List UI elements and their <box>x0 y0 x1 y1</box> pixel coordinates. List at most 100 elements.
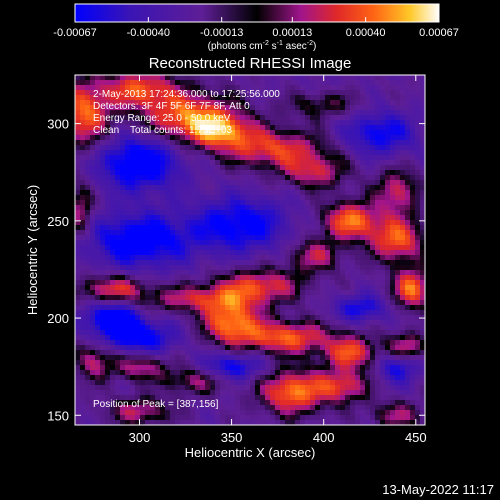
heatmap-cell <box>85 210 91 216</box>
heatmap-cell <box>95 390 101 396</box>
heatmap-cell <box>415 90 421 96</box>
heatmap-cell <box>380 150 386 156</box>
heatmap-cell <box>150 130 156 136</box>
heatmap-cell <box>125 100 131 106</box>
heatmap-cell <box>370 245 376 251</box>
heatmap-cell <box>265 85 271 91</box>
heatmap-cell <box>310 250 316 256</box>
heatmap-cell <box>355 115 361 121</box>
heatmap-cell <box>345 350 351 356</box>
heatmap-cell <box>290 310 296 316</box>
heatmap-cell <box>190 85 196 91</box>
heatmap-cell <box>75 90 81 96</box>
heatmap-cell <box>145 405 151 411</box>
heatmap-cell <box>385 360 391 366</box>
heatmap-cell <box>255 280 261 286</box>
heatmap-cell <box>380 175 386 181</box>
heatmap-cell <box>420 190 425 196</box>
heatmap-cell <box>215 100 221 106</box>
heatmap-cell <box>230 400 236 406</box>
heatmap-cell <box>140 90 146 96</box>
heatmap-cell <box>85 415 91 421</box>
heatmap-cell <box>170 135 176 141</box>
heatmap-cell <box>165 125 171 131</box>
heatmap-cell <box>325 145 331 151</box>
heatmap-cell <box>125 280 131 286</box>
heatmap-cell <box>305 230 311 236</box>
heatmap-cell <box>165 395 171 401</box>
heatmap-cell <box>95 325 101 331</box>
heatmap-cell <box>260 400 266 406</box>
heatmap-cell <box>340 340 346 346</box>
heatmap-cell <box>345 230 351 236</box>
heatmap-cell <box>150 250 156 256</box>
heatmap-cell <box>405 95 411 101</box>
heatmap-cell <box>400 150 406 156</box>
heatmap-cell <box>85 170 91 176</box>
heatmap-cell <box>125 220 131 226</box>
heatmap-cell <box>415 270 421 276</box>
heatmap-cell <box>385 225 391 231</box>
heatmap-cell <box>290 400 296 406</box>
heatmap-cell <box>285 420 291 425</box>
heatmap-cell <box>105 370 111 376</box>
heatmap-cell <box>125 370 131 376</box>
heatmap-cell <box>150 125 156 131</box>
heatmap-cell <box>420 155 425 161</box>
heatmap-cell <box>380 125 386 131</box>
heatmap-cell <box>400 90 406 96</box>
heatmap-cell <box>165 75 171 81</box>
heatmap-cell <box>120 225 126 231</box>
heatmap-cell <box>260 195 266 201</box>
heatmap-cell <box>80 175 86 181</box>
heatmap-cell <box>115 350 121 356</box>
heatmap-cell <box>105 80 111 86</box>
heatmap-cell <box>90 290 96 296</box>
heatmap-cell <box>280 400 286 406</box>
heatmap-cell <box>180 105 186 111</box>
heatmap-cell <box>110 155 116 161</box>
heatmap-cell <box>310 285 316 291</box>
heatmap-cell <box>190 175 196 181</box>
heatmap-cell <box>225 375 231 381</box>
heatmap-cell <box>205 420 211 425</box>
heatmap-cell <box>370 315 376 321</box>
heatmap-cell <box>165 85 171 91</box>
heatmap-cell <box>155 185 161 191</box>
heatmap-cell <box>160 265 166 271</box>
heatmap-cell <box>80 255 86 261</box>
heatmap-cell <box>175 95 181 101</box>
heatmap-cell <box>95 210 101 216</box>
heatmap-cell <box>105 380 111 386</box>
heatmap-cell <box>180 415 186 421</box>
heatmap-cell <box>380 95 386 101</box>
heatmap-cell <box>385 235 391 241</box>
heatmap-cell <box>110 220 116 226</box>
heatmap-cell <box>205 335 211 341</box>
heatmap-cell <box>305 225 311 231</box>
heatmap-cell <box>380 335 386 341</box>
heatmap-cell <box>280 325 286 331</box>
heatmap-cell <box>400 165 406 171</box>
heatmap-cell <box>350 80 356 86</box>
heatmap-cell <box>140 410 146 416</box>
heatmap-cell <box>325 225 331 231</box>
heatmap-cell <box>305 320 311 326</box>
heatmap-cell <box>340 265 346 271</box>
heatmap-cell <box>100 210 106 216</box>
heatmap-cell <box>315 75 321 81</box>
heatmap-cell <box>130 240 136 246</box>
heatmap-cell <box>415 85 421 91</box>
heatmap-cell <box>330 195 336 201</box>
heatmap-cell <box>140 235 146 241</box>
heatmap-cell <box>140 350 146 356</box>
heatmap-cell <box>325 230 331 236</box>
heatmap-cell <box>380 145 386 151</box>
heatmap-cell <box>415 355 421 361</box>
heatmap-cell <box>115 180 121 186</box>
heatmap-cell <box>190 350 196 356</box>
heatmap-cell <box>265 380 271 386</box>
heatmap-cell <box>350 280 356 286</box>
heatmap-cell <box>385 255 391 261</box>
heatmap-cell <box>415 265 421 271</box>
